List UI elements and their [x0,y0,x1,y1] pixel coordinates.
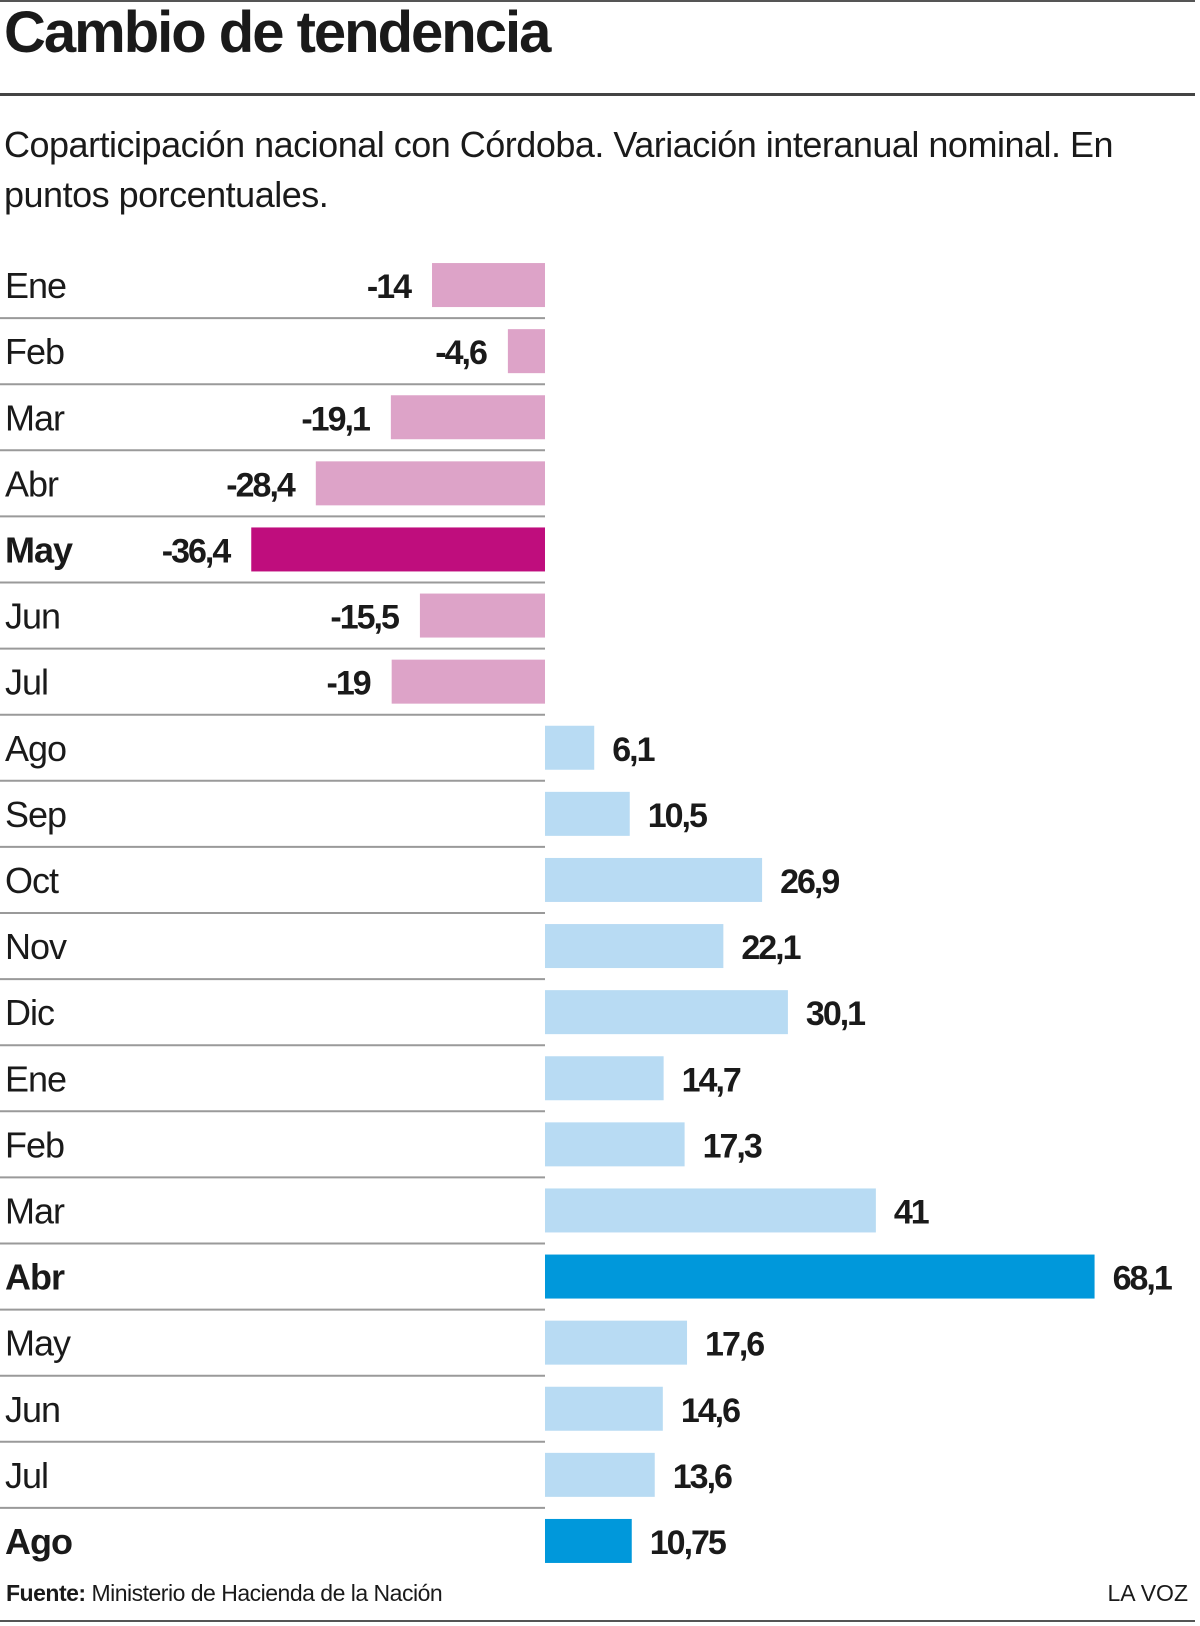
category-label: Ago [5,728,66,769]
category-label: Jul [5,662,48,703]
category-label: Ene [5,265,66,306]
data-label: 68,1 [1113,1260,1172,1298]
category-label: May [5,529,73,570]
data-label: -19 [327,665,371,703]
category-label: Sep [5,794,66,835]
source-note: Fuente: Ministerio de Hacienda de la Nac… [6,1580,443,1607]
bar [545,1518,632,1563]
bar [545,1122,685,1167]
bar [545,1386,663,1431]
data-label: -15,5 [330,599,399,637]
data-label: 10,75 [650,1524,726,1562]
category-label: Jun [5,596,60,637]
bar [432,263,545,308]
bar [545,725,595,770]
data-label: 10,5 [648,797,707,835]
bar [545,924,724,969]
data-label: -36,4 [162,532,232,570]
category-label: Jun [5,1389,60,1430]
bar [545,1452,655,1497]
data-label: -4,6 [435,334,487,372]
category-label: Dic [5,992,55,1033]
bar [545,1188,876,1233]
category-label: Ago [5,1521,72,1562]
data-label: 30,1 [806,995,865,1033]
bar [390,395,545,440]
data-label: 26,9 [780,863,839,901]
data-label: -19,1 [301,400,370,438]
bar [419,593,545,638]
data-label: 17,3 [703,1127,762,1165]
category-label: Mar [5,1190,65,1231]
bar [545,791,630,836]
bar [545,1056,664,1101]
title-rule [0,93,1195,96]
data-label: 14,7 [682,1061,741,1099]
top-rule [0,0,1195,2]
bar [507,329,545,374]
data-label: -28,4 [226,466,296,504]
category-label: Abr [5,463,59,504]
category-label: May [5,1323,71,1364]
category-label: Abr [5,1257,65,1298]
bar [545,1254,1095,1299]
category-label: Ene [5,1058,66,1099]
data-label: 41 [894,1193,929,1231]
category-label: Mar [5,397,65,438]
chart-subtitle: Coparticipación nacional con Córdoba. Va… [4,124,1114,215]
category-label: Feb [5,1124,64,1165]
bar [251,527,545,572]
data-label: 6,1 [612,731,654,769]
bar [545,990,788,1035]
data-label: 17,6 [705,1326,764,1364]
bar [545,857,763,902]
category-label: Oct [5,860,59,901]
chart-title: Cambio de tendencia [4,0,551,65]
bar [391,659,545,704]
category-label: Feb [5,331,64,372]
data-label: 13,6 [673,1458,732,1496]
data-label: 22,1 [741,929,800,967]
source-label: Fuente: [6,1580,86,1606]
bottom-rule [0,1620,1195,1622]
bar [315,461,545,506]
data-label: -14 [367,268,412,306]
category-label: Jul [5,1455,48,1496]
bar [545,1320,688,1365]
category-label: Nov [5,926,67,967]
source-text: Ministerio de Hacienda de la Nación [91,1580,443,1606]
brand-logo-text: LA VOZ [1107,1580,1188,1606]
data-label: 14,6 [681,1392,740,1430]
